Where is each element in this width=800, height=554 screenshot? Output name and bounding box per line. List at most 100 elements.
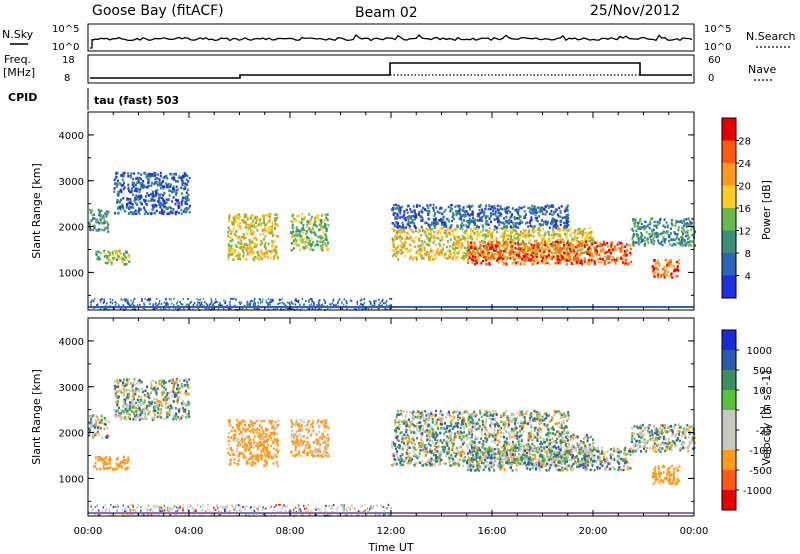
power-colorbar-tick: 24 [738,159,751,170]
velocity-colorbar-label: Velocity [m s^-1] [760,370,773,465]
velocity-colorbar-swatch [722,450,736,470]
noise-trace [90,33,693,49]
echo-region-1 [88,414,110,440]
x-tick-label: 00:00 [680,526,709,537]
y-tick-label: 2000 [59,223,84,234]
nave-label: Nave [748,63,776,76]
x-tick-label: 16:00 [478,526,507,537]
echo-region-8 [391,203,570,230]
power-colorbar-swatch [722,208,736,231]
noise-right-tick-top: 10^5 [704,24,731,35]
echo-region-10 [651,258,681,279]
station-title: Goose Bay (fitACF) [92,3,224,19]
velocity-colorbar-tick: 25 [759,406,772,417]
velocity-colorbar-tick: -25 [756,426,772,437]
power-colorbar-swatch [722,118,736,141]
noise-strip-frame [87,23,695,52]
echo-region-7 [466,446,632,472]
echo-region-1 [88,208,110,233]
y-tick-label: 3000 [59,177,84,188]
velocity-colorbar-swatch [722,410,736,430]
nsearch-label: N.Search [746,30,796,43]
velocity-colorbar-swatch [722,470,736,490]
freq-label: Freq. [4,53,31,66]
echo-region-4 [227,418,280,468]
velocity-colorbar-tick: -100 [749,446,772,457]
velocity-colorbar-swatch [722,390,736,410]
power-colorbar-swatch [722,230,736,253]
date-title: 25/Nov/2012 [590,3,680,19]
power-colorbar-swatch [722,253,736,276]
y-tick-label: 4000 [59,337,84,348]
ground-scatter-band [89,297,393,312]
velocity-colorbar-swatch [722,330,736,350]
power-colorbar-swatch [722,185,736,208]
nave-tick-bottom: 0 [708,73,714,84]
x-tick-label: 00:00 [74,526,103,537]
velocity-y-label: Slant Range [km] [30,369,43,465]
x-tick-label: 12:00 [377,526,406,537]
power-colorbar: 4 8 12 16 20 24 28 [721,117,751,299]
velocity-colorbar-swatch [722,490,736,510]
y-tick-label: 3000 [59,383,84,394]
echo-region-8 [394,409,570,435]
y-tick-label: 1000 [59,474,84,485]
freq-tick-top: 18 [62,55,75,66]
power-colorbar-tick: 8 [745,249,751,260]
velocity-colorbar-tick: -1000 [743,486,772,497]
nave-tick-top: 60 [708,55,721,66]
velocity-colorbar-tick: 1000 [747,346,772,357]
velocity-colorbar-swatch [722,350,736,370]
power-colorbar-tick: 12 [738,227,751,238]
velocity-scatter [88,377,696,517]
velocity-colorbar: 1000 500 100 25 -25 -100 -500 -1000 [721,329,772,511]
x-tick-label: 04:00 [175,526,204,537]
power-colorbar-tick: 4 [745,272,751,283]
velocity-colorbar-tick: -500 [749,466,772,477]
velocity-colorbar-tick: 500 [753,366,772,377]
noise-left-tick-top: 10^5 [52,24,79,35]
velocity-colorbar-swatch [722,430,736,450]
velocity-y-axis: 1000 2000 3000 4000 [59,337,694,502]
echo-region-9 [630,423,696,454]
power-y-axis: 1000 2000 3000 4000 [59,131,694,296]
echo-region-9 [631,217,696,247]
noise-left-tick-bottom: 10^0 [52,42,79,53]
time-x-axis: 00:00 04:00 08:00 12:00 16:00 20:00 00:00 [74,112,709,537]
power-panel-frame [87,111,695,311]
velocity-colorbar-tick: 100 [753,386,772,397]
x-tick-label: 08:00 [276,526,305,537]
power-colorbar-swatch [722,140,736,163]
echo-region-5 [290,419,330,458]
cpid-value: tau (fast) 503 [94,94,179,107]
power-colorbar-swatch [722,275,736,298]
power-scatter [88,171,696,312]
x-tick-label: 20:00 [579,526,608,537]
time-x-label: Time UT [367,541,413,554]
power-colorbar-tick: 16 [738,204,751,215]
y-tick-label: 1000 [59,268,84,279]
nsky-label: N.Sky [2,28,34,41]
power-y-label: Slant Range [km] [30,163,43,259]
freq-strip-frame [87,54,695,84]
y-tick-label: 4000 [59,131,84,142]
velocity-colorbar-swatch [722,370,736,390]
echo-region-2 [94,249,131,266]
y-tick-label: 2000 [59,429,84,440]
echo-region-2 [93,455,130,471]
beam-title: Beam 02 [355,5,418,21]
power-colorbar-swatch [722,163,736,186]
power-colorbar-tick: 28 [738,137,751,148]
echo-region-5 [290,212,330,252]
echo-region-4 [226,213,279,261]
echo-region-7 [466,240,633,266]
freq-trace [90,62,692,79]
power-colorbar-tick: 20 [738,182,751,193]
noise-right-tick-bottom: 10^0 [704,42,731,53]
cpid-label: CPID [8,91,37,104]
power-colorbar-label: Power [dB] [760,180,773,240]
echo-region-10 [651,464,681,486]
echo-region-3 [113,171,191,216]
freq-tick-bottom: 8 [64,73,70,84]
